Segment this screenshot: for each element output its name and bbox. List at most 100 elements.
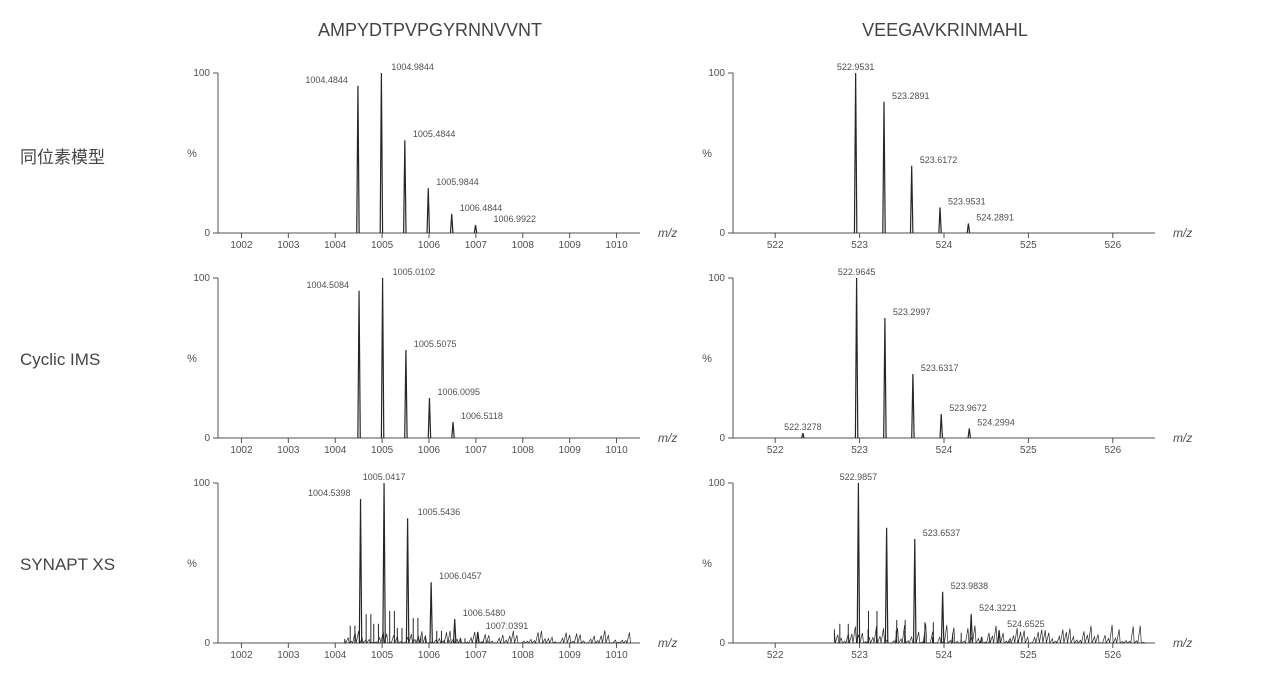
svg-text:524.2891: 524.2891 — [976, 212, 1014, 222]
svg-text:1006.5118: 1006.5118 — [461, 411, 503, 421]
svg-text:523.9531: 523.9531 — [948, 196, 986, 206]
svg-text:522.9645: 522.9645 — [838, 267, 876, 277]
svg-text:1002: 1002 — [230, 650, 253, 661]
svg-text:0: 0 — [204, 638, 210, 649]
svg-text:524: 524 — [936, 240, 953, 251]
svg-text:524.6525: 524.6525 — [1007, 619, 1045, 629]
svg-text:1007: 1007 — [465, 240, 488, 251]
svg-text:%: % — [702, 353, 712, 365]
svg-text:523.6172: 523.6172 — [920, 155, 958, 165]
svg-text:0: 0 — [204, 228, 210, 239]
row-label-isotope: 同位素模型 — [15, 55, 165, 255]
row-label-cyclic: Cyclic IMS — [15, 260, 165, 460]
plot-r2c0: 0100%10021003100410051006100710081009101… — [180, 465, 680, 665]
plot-r2c1: 0100%522523524525526m/z522.9857523.65375… — [695, 465, 1195, 665]
svg-text:522: 522 — [767, 650, 784, 661]
svg-text:1004.5084: 1004.5084 — [307, 280, 350, 290]
svg-text:1005.4844: 1005.4844 — [413, 129, 456, 139]
row-label-synapt: SYNAPT XS — [15, 465, 165, 665]
svg-text:m/z: m/z — [658, 636, 677, 650]
svg-text:526: 526 — [1104, 650, 1121, 661]
svg-text:1006.0095: 1006.0095 — [437, 387, 480, 397]
svg-text:1008: 1008 — [512, 240, 535, 251]
svg-text:523.6317: 523.6317 — [921, 363, 959, 373]
plot-r0c0: 0100%10021003100410051006100710081009101… — [180, 55, 680, 255]
svg-text:523: 523 — [851, 240, 868, 251]
svg-text:523.2997: 523.2997 — [893, 307, 931, 317]
svg-text:1007: 1007 — [465, 650, 488, 661]
svg-text:1002: 1002 — [230, 240, 253, 251]
svg-text:523.9672: 523.9672 — [949, 403, 987, 413]
svg-text:1003: 1003 — [277, 650, 300, 661]
svg-text:522.3278: 522.3278 — [784, 422, 822, 432]
svg-text:526: 526 — [1104, 240, 1121, 251]
svg-text:1005.5075: 1005.5075 — [414, 339, 457, 349]
svg-text:1009: 1009 — [559, 650, 582, 661]
svg-text:1010: 1010 — [605, 445, 628, 456]
corner-spacer — [15, 10, 165, 50]
svg-text:1004.4844: 1004.4844 — [305, 75, 348, 85]
svg-text:1010: 1010 — [605, 650, 628, 661]
svg-text:100: 100 — [708, 68, 725, 79]
svg-text:100: 100 — [193, 68, 210, 79]
svg-text:522: 522 — [767, 445, 784, 456]
svg-text:523.6537: 523.6537 — [923, 528, 961, 538]
svg-text:1004: 1004 — [324, 650, 347, 661]
svg-text:1004: 1004 — [324, 240, 347, 251]
svg-text:1006: 1006 — [418, 650, 441, 661]
svg-text:1006: 1006 — [418, 240, 441, 251]
plot-r1c0: 0100%10021003100410051006100710081009101… — [180, 260, 680, 460]
svg-text:%: % — [702, 558, 712, 570]
svg-text:1006.9922: 1006.9922 — [494, 214, 537, 224]
svg-text:1005: 1005 — [371, 650, 394, 661]
svg-text:525: 525 — [1020, 445, 1037, 456]
svg-text:1008: 1008 — [512, 650, 535, 661]
svg-text:1006: 1006 — [418, 445, 441, 456]
svg-text:524: 524 — [936, 445, 953, 456]
svg-text:1006.4844: 1006.4844 — [460, 203, 503, 213]
svg-text:524.3221: 524.3221 — [979, 603, 1017, 613]
svg-text:524: 524 — [936, 650, 953, 661]
svg-text:m/z: m/z — [658, 226, 677, 240]
svg-text:1010: 1010 — [605, 240, 628, 251]
svg-text:523: 523 — [851, 445, 868, 456]
svg-text:1003: 1003 — [277, 445, 300, 456]
svg-text:1005.9844: 1005.9844 — [436, 177, 479, 187]
svg-text:m/z: m/z — [1173, 431, 1192, 445]
figure-grid: AMPYDTPVPGYRNNVVNT VEEGAVKRINMAHL 同位素模型 … — [0, 0, 1280, 675]
svg-text:522.9531: 522.9531 — [837, 62, 875, 72]
svg-text:523.2891: 523.2891 — [892, 91, 930, 101]
svg-text:m/z: m/z — [1173, 636, 1192, 650]
svg-text:525: 525 — [1020, 240, 1037, 251]
svg-text:1003: 1003 — [277, 240, 300, 251]
svg-text:525: 525 — [1020, 650, 1037, 661]
col-header-right: VEEGAVKRINMAHL — [695, 10, 1195, 50]
svg-text:1005.0417: 1005.0417 — [363, 472, 406, 482]
svg-text:1006.0457: 1006.0457 — [439, 571, 482, 581]
svg-text:1005: 1005 — [371, 445, 394, 456]
svg-text:100: 100 — [708, 273, 725, 284]
svg-text:0: 0 — [719, 228, 725, 239]
svg-text:1009: 1009 — [559, 240, 582, 251]
svg-text:1002: 1002 — [230, 445, 253, 456]
svg-text:1008: 1008 — [512, 445, 535, 456]
svg-text:100: 100 — [193, 478, 210, 489]
svg-text:100: 100 — [193, 273, 210, 284]
svg-text:1004.5398: 1004.5398 — [308, 488, 351, 498]
svg-text:1007: 1007 — [465, 445, 488, 456]
svg-text:523: 523 — [851, 650, 868, 661]
svg-text:1005.0102: 1005.0102 — [393, 267, 436, 277]
svg-text:1007.0391: 1007.0391 — [486, 621, 529, 631]
svg-text:0: 0 — [204, 433, 210, 444]
plot-r0c1: 0100%522523524525526m/z522.9531523.28915… — [695, 55, 1195, 255]
svg-text:1009: 1009 — [559, 445, 582, 456]
plot-r1c1: 0100%522523524525526m/z522.3278522.96455… — [695, 260, 1195, 460]
svg-text:522: 522 — [767, 240, 784, 251]
svg-text:524.2994: 524.2994 — [977, 417, 1015, 427]
svg-text:m/z: m/z — [658, 431, 677, 445]
svg-text:100: 100 — [708, 478, 725, 489]
svg-text:522.9857: 522.9857 — [840, 472, 878, 482]
svg-text:%: % — [702, 148, 712, 160]
svg-text:%: % — [187, 148, 197, 160]
svg-text:0: 0 — [719, 433, 725, 444]
